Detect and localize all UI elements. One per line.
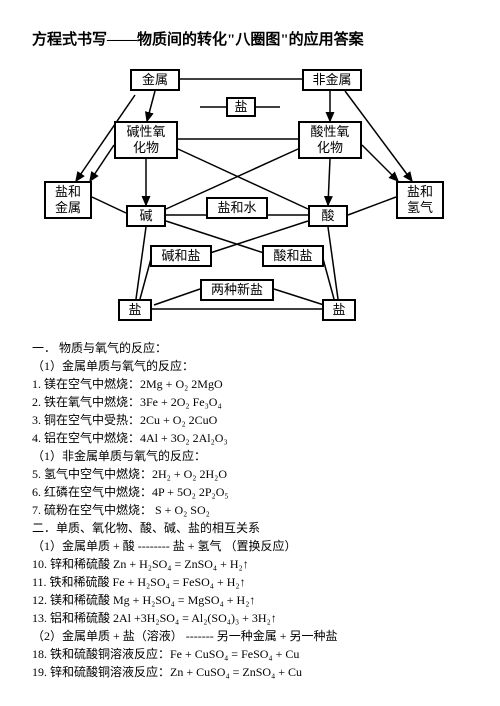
eq-11: 11. 铁和稀硫酸 Fe + H₂SO₄ = FeSO₄ + H₂↑ (32, 573, 468, 590)
node-base-salt: 碱和盐 (150, 245, 212, 267)
eq-18: 18. 铁和硫酸铜溶液反应：Fe + CuSO₄ = FeSO₄ + Cu (32, 645, 468, 662)
node-salt-br: 盐 (322, 299, 356, 321)
node-salt-h2: 盐和 氢气 (396, 181, 444, 219)
node-two-salts: 两种新盐 (200, 279, 274, 301)
node-nonmetal: 非金属 (302, 69, 362, 91)
eq-6: 6. 红磷在空气中燃烧：4P + 5O₂ 2P₂O₅ (32, 483, 468, 500)
eq-5: 5. 氢气中空气中燃烧：2H₂ + O₂ 2H₂O (32, 465, 468, 482)
section-1-head: 一． 物质与氧气的反应： (32, 339, 468, 356)
content-body: 一． 物质与氧气的反应： （1）金属单质与氧气的反应： 1. 镁在空气中燃烧：2… (32, 339, 468, 680)
sub-1-2: （1）非金属单质与氧气的反应： (32, 447, 468, 464)
eq-12: 12. 镁和稀硫酸 Mg + H₂SO₄ = MgSO₄ + H₂↑ (32, 591, 468, 608)
eq-7: 7. 硫粉在空气中燃烧： S + O₂ SO₂ (32, 501, 468, 518)
sub-2-2: （2）金属单质 + 盐（溶液） ------- 另一种金属 + 另一种盐 (32, 627, 468, 644)
node-salt-water: 盐和水 (206, 197, 268, 219)
node-salt-bl: 盐 (118, 299, 152, 321)
node-salt-metal: 盐和 金属 (44, 181, 92, 219)
node-salt-top: 盐 (226, 97, 256, 117)
eq-13: 13. 铝和稀硫酸 2Al +3H₂SO₄ = Al₂(SO₄)₃ + 3H₂↑ (32, 609, 468, 626)
sub-2-1: （1）金属单质 + 酸 -------- 盐 + 氢气 （置换反应） (32, 537, 468, 554)
eq-2: 2. 铁在氧气中燃烧：3Fe + 2O₂ Fe₃O₄ (32, 393, 468, 410)
eq-4: 4. 铝在空气中燃烧：4Al + 3O₂ 2Al₂O₃ (32, 429, 468, 446)
eq-19: 19. 锌和硫酸铜溶液反应：Zn + CuSO₄ = ZnSO₄ + Cu (32, 663, 468, 680)
node-acid: 酸 (308, 205, 348, 227)
eight-circle-diagram: 金属非金属盐碱性氧 化物酸性氧 化物盐和 金属碱盐和水酸盐和 氢气碱和盐酸和盐两… (40, 65, 460, 325)
eq-10: 10. 锌和稀硫酸 Zn + H₂SO₄ = ZnSO₄ + H₂↑ (32, 555, 468, 572)
eq-3: 3. 铜在空气中受热：2Cu + O₂ 2CuO (32, 411, 468, 428)
sub-1-1: （1）金属单质与氧气的反应： (32, 357, 468, 374)
eq-1: 1. 镁在空气中燃烧：2Mg + O₂ 2MgO (32, 375, 468, 392)
node-metal: 金属 (130, 69, 180, 91)
node-acidic-oxide: 酸性氧 化物 (298, 121, 362, 159)
page-title: 方程式书写——物质间的转化"八圈图"的应用答案 (32, 28, 468, 49)
node-acid-salt: 酸和盐 (262, 245, 324, 267)
node-base: 碱 (126, 205, 166, 227)
section-2-head: 二．单质、氧化物、酸、碱、盐的相互关系 (32, 519, 468, 536)
node-basic-oxide: 碱性氧 化物 (114, 121, 178, 159)
